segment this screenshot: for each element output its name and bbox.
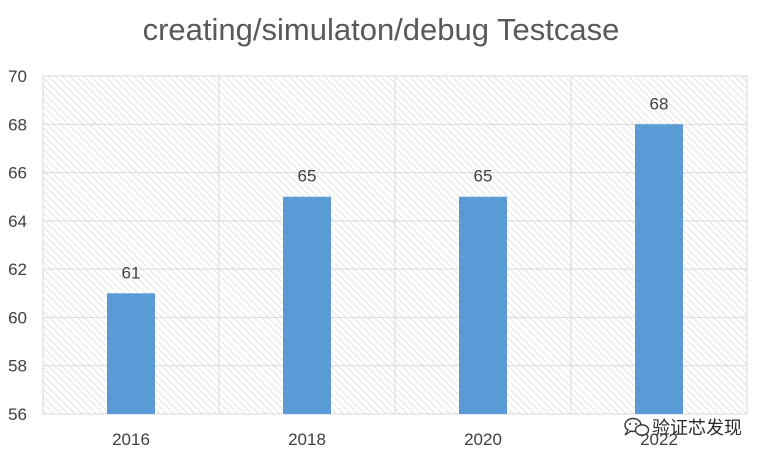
data-label: 65 bbox=[298, 167, 317, 186]
data-labels: 61 65 65 68 bbox=[122, 94, 669, 282]
y-tick-label: 62 bbox=[8, 260, 27, 279]
y-tick-label: 66 bbox=[8, 164, 27, 183]
bars bbox=[107, 124, 683, 415]
data-label: 61 bbox=[122, 263, 141, 282]
x-tick-label: 2022 bbox=[640, 430, 678, 449]
y-tick-label: 56 bbox=[8, 405, 27, 424]
bar bbox=[459, 196, 507, 414]
y-tick-label: 68 bbox=[8, 115, 27, 134]
bar bbox=[107, 293, 155, 414]
data-label: 68 bbox=[650, 94, 669, 113]
x-tick-label: 2018 bbox=[288, 430, 326, 449]
y-tick-label: 64 bbox=[8, 212, 27, 231]
chart-title: creating/simulaton/debug Testcase bbox=[143, 12, 620, 47]
data-label: 65 bbox=[474, 167, 493, 186]
y-tick-label: 58 bbox=[8, 357, 27, 376]
y-tick-label: 70 bbox=[8, 67, 27, 86]
x-axis: 2016 2018 2020 2022 bbox=[112, 430, 678, 449]
wechat-logo-icon bbox=[624, 417, 650, 436]
watermark-text: 验证芯发现 bbox=[652, 418, 742, 439]
bar bbox=[635, 124, 683, 415]
y-axis: 56 58 60 62 64 66 68 70 bbox=[8, 67, 27, 424]
x-tick-label: 2016 bbox=[112, 430, 150, 449]
y-tick-label: 60 bbox=[8, 308, 27, 327]
grid-lines bbox=[42, 75, 748, 415]
watermark: 验证芯发现 bbox=[624, 417, 742, 439]
x-tick-label: 2020 bbox=[464, 430, 502, 449]
bar bbox=[283, 196, 331, 414]
